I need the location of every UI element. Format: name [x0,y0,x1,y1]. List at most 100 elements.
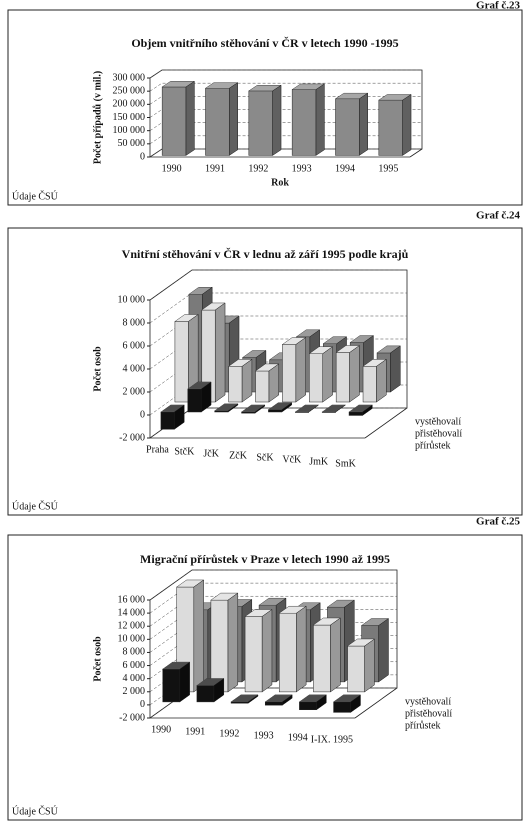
grid-line [149,96,422,105]
bar-side-shade [193,580,204,692]
bar-side [402,94,412,156]
bar-side-shade [188,314,199,402]
bar [278,605,307,693]
x-axis-label: Rok [271,177,289,188]
bar-top-shade [349,405,373,412]
bar-side [213,678,225,703]
bar-side [268,363,280,403]
bar-side [330,617,341,693]
bar-side [308,404,319,413]
bar-side [261,609,273,693]
bar [335,345,361,403]
x-tick-label: 1994 [335,163,355,174]
bar [210,592,239,693]
y-tick-label: 10 000 [118,634,146,645]
bar-front [282,344,297,403]
legend-label: přírůstek [415,440,451,451]
legend-label: přírůstek [405,720,441,731]
bar-front [160,411,175,430]
bar-top-shade [327,600,355,608]
floor-edge [409,148,423,158]
bar-side-shade [229,82,238,156]
bar-side-shade [185,81,195,156]
y-tick-label: 50 000 [118,138,146,149]
x-tick-label: VčK [282,454,302,465]
bar [298,694,328,711]
bar-top-shade [174,314,199,322]
bar-top-shade [361,618,389,626]
bar [244,609,273,693]
bar-front [228,366,243,403]
bar-top-shade [259,598,286,606]
bar-side-shade [282,694,293,706]
bar-top-shade [248,85,282,91]
bar [161,80,196,156]
y-axis-label: Počet osob [92,636,103,682]
y-tick-label: 4 000 [123,673,146,684]
bar-side-shade [201,382,212,412]
bar-side [247,694,259,704]
y-axis-label: Počet případů (v mil.) [92,71,103,164]
bar-top-shade [336,345,360,353]
bar-front [299,701,317,711]
bar [204,82,239,156]
bar-front [196,685,215,703]
panel [7,9,523,206]
x-tick-label: SmK [335,458,356,469]
bar-top-shade [196,678,224,686]
legend-label: přistěhovalí [405,708,452,719]
bar-top-shade [187,382,212,389]
bar [281,337,307,403]
bar-top-shade [309,346,333,354]
bar-side [349,345,360,403]
bar-side [254,404,266,414]
bar-side [174,404,185,430]
y-tick-label: 0 [140,151,145,162]
bar-top-shade [378,94,412,101]
floor-edge [364,407,408,439]
bar-top-shade [241,405,265,412]
x-tick-label: 1990 [151,724,171,735]
legend-label: přistěhovalí [415,428,462,439]
bar [247,84,282,156]
chart-title: Vnitřní stěhování v ČR v lednu až září 1… [122,247,409,261]
bar-side [214,302,226,403]
bar-side-shade [242,359,252,402]
bar-top-shade [299,694,327,702]
y-tick-label: 10 000 [118,294,146,305]
bar-top-shade [279,606,307,614]
bar-top-shade [322,405,346,412]
bar-side-shade [315,83,325,156]
bar-side-shade [213,678,224,702]
bar-side [227,592,239,693]
bar-top-shade [160,405,185,412]
y-tick-label: -2 000 [119,712,145,723]
bar-top-shade [162,81,195,87]
bar-side [227,403,239,413]
x-tick-label: 1994 [288,732,308,743]
bar [312,617,342,693]
y-tick-label: 2 000 [123,686,146,697]
y-tick-label: 250 000 [113,85,146,96]
legend-label: vystěhovalí [405,696,451,707]
x-tick-label: 1990 [162,163,182,174]
x-tick-label: I-IX. 1995 [311,734,353,745]
x-tick-label: StčK [174,446,195,457]
bar-side-shade [376,359,387,402]
y-tick-label: 14 000 [118,607,146,618]
bar [201,302,226,403]
bar-side [390,345,401,393]
bar-side-shade [296,606,307,692]
bar-side [322,346,333,403]
bar-side-shade [359,93,368,156]
figure-label: Graf č.25 [476,516,520,528]
grid-line [149,569,397,601]
grid-line [149,82,422,92]
bar-top-shade [335,93,368,99]
bar-side-shade [268,363,279,402]
x-tick-label: 1991 [185,726,205,737]
bar [377,94,412,156]
bar-top-shade [255,363,279,371]
bar [240,404,266,414]
